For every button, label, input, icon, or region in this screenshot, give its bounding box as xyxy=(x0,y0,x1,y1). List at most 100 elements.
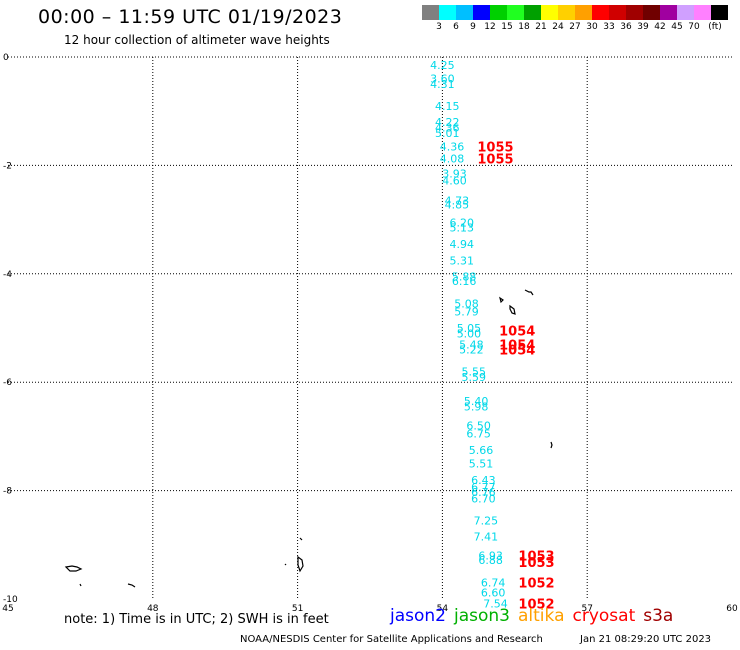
x-tick-label: 60 xyxy=(726,604,738,614)
wave-height-label: 5.08 xyxy=(454,298,479,311)
wave-height-label: 6.43 xyxy=(471,474,496,487)
y-tick-label: -4 xyxy=(3,270,12,280)
wave-height-label: 5.00 xyxy=(457,327,482,340)
legend-label: 9 xyxy=(470,22,476,32)
wave-height-label: 4.22 xyxy=(435,116,460,129)
pressure-label: 1054 xyxy=(499,338,535,353)
pressure-label: 1055 xyxy=(477,140,513,155)
wave-height-label: 6.76 xyxy=(471,486,496,499)
island-4 xyxy=(550,441,553,449)
wave-height-label: 4.15 xyxy=(435,100,460,113)
wave-height-label: 5.51 xyxy=(469,458,494,471)
legend-swatch xyxy=(524,5,541,20)
wave-height-label: 6.20 xyxy=(449,216,474,229)
wave-height-labels: 4.253.604.314.154.224.365.014.364.083.93… xyxy=(430,59,508,610)
x-tick-label: 48 xyxy=(147,604,159,614)
wave-height-label: 6.88 xyxy=(478,554,503,567)
wave-height-label: 4.36 xyxy=(435,121,460,134)
wave-height-label: 6.75 xyxy=(466,428,491,441)
wave-height-label: 4.08 xyxy=(440,152,465,165)
legend-swatch xyxy=(439,5,456,20)
wave-height-label: 5.79 xyxy=(454,306,479,319)
legend-swatch xyxy=(422,5,439,20)
wave-height-label: 4.36 xyxy=(440,140,465,153)
legend-swatch xyxy=(507,5,524,20)
pressure-label: 1053 xyxy=(518,556,554,571)
island-5 xyxy=(297,555,304,573)
island-6 xyxy=(299,537,303,541)
y-tick-label: 0 xyxy=(3,53,9,63)
wave-height-label: 4.94 xyxy=(449,238,474,251)
island-2 xyxy=(509,304,516,315)
legend-swatch xyxy=(558,5,575,20)
footer-credit: NOAA/NESDIS Center for Satellite Applica… xyxy=(240,634,543,645)
legend-label: 70 xyxy=(688,22,700,32)
legend-swatch xyxy=(694,5,711,20)
legend-label: 18 xyxy=(518,22,530,32)
wave-height-label: 6.16 xyxy=(452,275,477,288)
wave-height-label: 7.41 xyxy=(474,531,499,544)
wave-height-label: 5.40 xyxy=(464,395,489,408)
legend-swatch xyxy=(711,5,728,20)
wave-height-label: 4.85 xyxy=(445,198,470,211)
wave-height-label: 4.60 xyxy=(442,175,467,188)
mission-jason2: jason2 xyxy=(390,606,446,626)
legend-label: 30 xyxy=(586,22,598,32)
mission-cryosat: cryosat xyxy=(572,606,636,626)
island-1 xyxy=(499,296,504,304)
y-tick-label: -8 xyxy=(3,487,12,497)
wave-height-label: 4.25 xyxy=(430,59,455,72)
mission-altika: altika xyxy=(518,606,565,626)
legend-swatch xyxy=(490,5,507,20)
pressure-label: 1053 xyxy=(518,550,554,565)
wave-height-label: 5.22 xyxy=(459,344,484,357)
island-9 xyxy=(79,583,82,587)
wave-height-label: 5.31 xyxy=(449,254,474,267)
wave-height-label: 6.50 xyxy=(466,420,491,433)
x-tick-label: 51 xyxy=(292,604,303,614)
wave-height-label: 6.70 xyxy=(471,493,496,506)
wave-height-label: 4.31 xyxy=(430,78,455,91)
wave-height-label: 4.73 xyxy=(445,195,470,208)
legend-swatch xyxy=(592,5,609,20)
pressure-label: 1054 xyxy=(499,325,535,340)
island-7 xyxy=(284,563,287,566)
mission-legend: jason2 jason3 altika cryosat s3a xyxy=(390,606,681,626)
y-tick-label: -6 xyxy=(3,378,12,388)
x-tick-label: 57 xyxy=(581,604,592,614)
legend-swatch xyxy=(626,5,643,20)
mission-jason3: jason3 xyxy=(454,606,510,626)
wave-height-label: 5.55 xyxy=(462,365,487,378)
wave-height-label: 5.01 xyxy=(435,127,460,140)
legend-label: 36 xyxy=(620,22,632,32)
pressure-label: 1052 xyxy=(518,597,554,612)
legend-label: 6 xyxy=(453,22,459,32)
island-3 xyxy=(524,289,534,296)
legend-label: 39 xyxy=(637,22,649,32)
x-tick-label: 45 xyxy=(2,604,13,614)
wave-height-label: 5.88 xyxy=(452,271,477,284)
wave-height-label: 5.98 xyxy=(464,401,489,414)
mission-s3a: s3a xyxy=(643,606,674,626)
legend-label: 45 xyxy=(671,22,683,32)
legend-swatch xyxy=(473,5,490,20)
x-tick-label: 54 xyxy=(437,604,449,614)
legend-label: 21 xyxy=(535,22,547,32)
legend-label: 3 xyxy=(436,22,442,32)
wave-height-label: 3.60 xyxy=(430,73,455,86)
y-tick-label: -2 xyxy=(3,161,12,171)
wave-height-label: 7.54 xyxy=(483,597,508,610)
legend-swatch xyxy=(541,5,558,20)
coastlines xyxy=(64,289,553,588)
wave-height-label: 6.77 xyxy=(471,481,496,494)
legend-label: 33 xyxy=(603,22,615,32)
grid-lines xyxy=(8,56,732,599)
pressure-label: 1054 xyxy=(499,344,535,359)
wave-height-label: 6.60 xyxy=(481,586,506,599)
legend-swatch xyxy=(643,5,660,20)
legend-label: 27 xyxy=(569,22,581,32)
legend-swatch xyxy=(456,5,473,20)
wave-height-label: 6.93 xyxy=(478,550,503,563)
